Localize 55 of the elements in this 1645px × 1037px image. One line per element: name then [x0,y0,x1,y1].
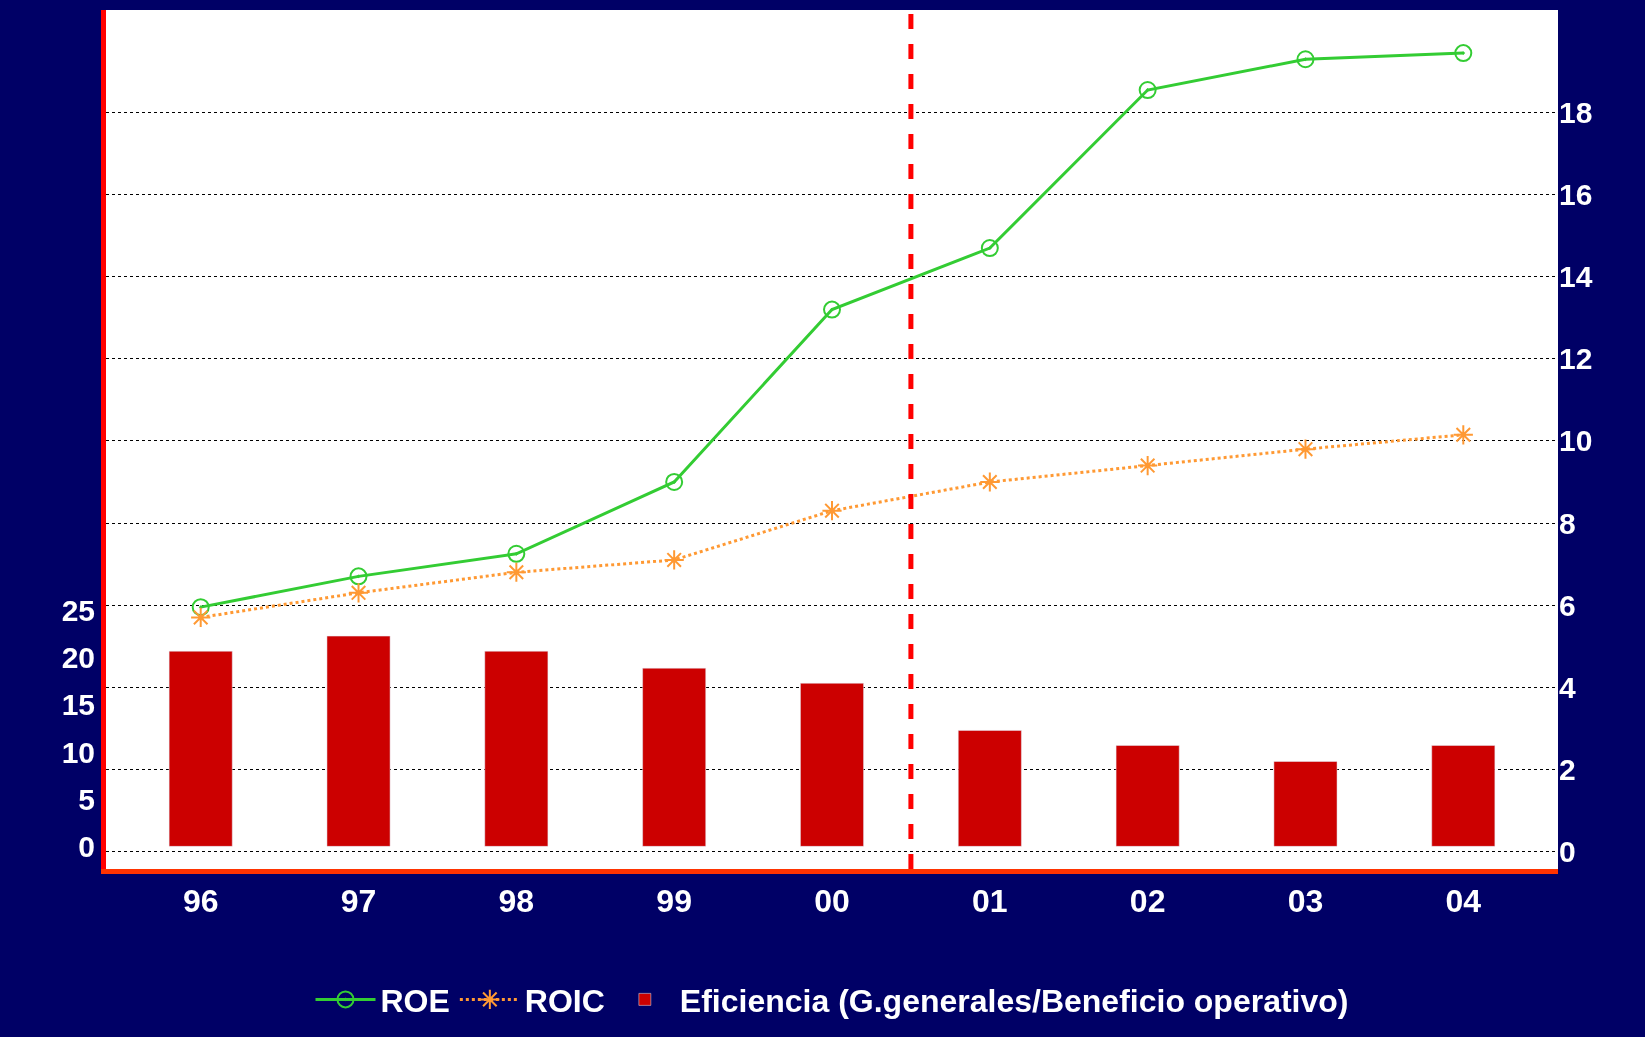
point [665,472,684,491]
point [1138,81,1157,100]
y-tick-label: 10 [61,735,95,769]
point [190,606,212,629]
y2-tick-label: 16 [1559,178,1593,212]
x-tick-label: 00 [814,883,850,920]
bar [642,667,706,847]
x-tick-label: 98 [498,883,535,920]
x-tick-label: 04 [1445,883,1482,920]
legend-label: Eficiencia (G.generales/Beneficio operativo) [679,982,1349,1019]
bar [800,682,864,847]
point [980,239,999,258]
point [979,471,1001,493]
bar [1115,745,1180,847]
x-tick-label: 02 [1129,883,1166,920]
y-tick-label: 25 [61,594,95,628]
point [1452,424,1474,446]
point [1454,44,1473,63]
bar [168,650,233,847]
bar [958,730,1022,847]
x-tick-label: 03 [1287,883,1324,920]
point [507,544,526,563]
bar [1431,745,1496,847]
y2-tick-label: 10 [1559,424,1593,458]
y2-tick-label: 4 [1559,670,1576,704]
point [349,567,368,586]
y2-tick-label: 12 [1559,342,1593,376]
bar [1273,761,1338,847]
point [1296,50,1315,69]
y2-tick-label: 14 [1559,260,1593,294]
y-tick-label: 0 [78,829,95,863]
y2-tick-label: 6 [1559,588,1576,622]
point [191,598,210,617]
y2-tick-label: 2 [1559,752,1576,786]
x-tick-label: 96 [182,883,219,920]
point [505,561,527,583]
legend-label: ROE [380,982,450,1019]
x-tick-label: 99 [656,883,692,920]
point [347,582,370,604]
point [1137,454,1159,477]
y-tick-label: 5 [78,782,95,816]
bar [484,650,549,847]
x-tick-label: 01 [972,883,1008,920]
y2-tick-label: 8 [1559,506,1576,540]
point [663,549,685,571]
x-tick-label: 97 [340,883,377,920]
legend-label: ROIC [524,982,605,1019]
point [821,500,843,522]
bar [326,635,391,847]
y-tick-label: 15 [61,688,95,722]
point [823,300,841,319]
y2-tick-label: 0 [1559,834,1576,868]
y2-tick-label: 18 [1559,96,1593,130]
point [1294,438,1317,460]
y-tick-label: 20 [61,641,95,675]
